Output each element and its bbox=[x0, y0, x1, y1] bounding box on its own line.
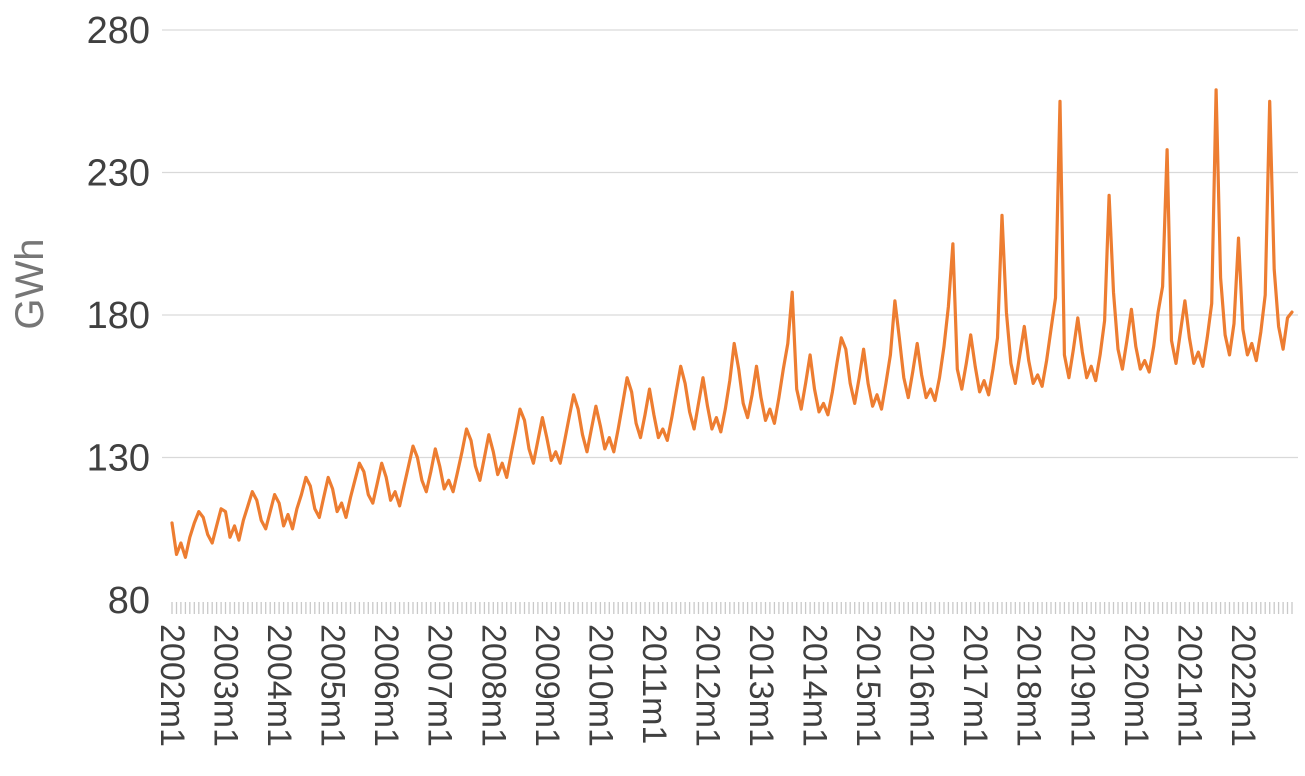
y-tick-label: 230 bbox=[87, 153, 150, 195]
x-tick-label: 2011m1 bbox=[635, 624, 673, 744]
x-tick-label: 2007m1 bbox=[421, 624, 459, 747]
x-tick-label: 2020m1 bbox=[1117, 624, 1155, 747]
x-tick-label: 2015m1 bbox=[849, 624, 887, 747]
y-tick-label: 130 bbox=[87, 438, 150, 480]
y-axis-title: GWh bbox=[8, 238, 52, 330]
x-tick-label: 2006m1 bbox=[367, 624, 405, 747]
x-tick-label: 2017m1 bbox=[956, 624, 994, 747]
x-tick-label: 2008m1 bbox=[474, 624, 512, 747]
x-tick-label: 2009m1 bbox=[528, 624, 566, 747]
y-tick-label: 80 bbox=[108, 580, 150, 622]
x-tick-label: 2005m1 bbox=[314, 624, 352, 747]
x-tick-label: 2003m1 bbox=[207, 624, 245, 747]
x-tick-label: 2012m1 bbox=[689, 624, 727, 747]
y-tick-label: 180 bbox=[87, 295, 150, 337]
y-tick-label: 280 bbox=[87, 10, 150, 52]
x-tick-label: 2004m1 bbox=[260, 624, 298, 747]
x-tick-label: 2022m1 bbox=[1224, 624, 1262, 747]
x-tick-label: 2021m1 bbox=[1170, 624, 1208, 747]
x-tick-label: 2018m1 bbox=[1010, 624, 1048, 747]
x-tick-label: 2016m1 bbox=[903, 624, 941, 747]
x-tick-label: 2013m1 bbox=[742, 624, 780, 747]
data-series-line bbox=[170, 88, 1294, 559]
x-tick-label: 2010m1 bbox=[581, 624, 619, 747]
x-tick-label: 2014m1 bbox=[796, 624, 834, 747]
x-tick-label: 2019m1 bbox=[1063, 624, 1101, 747]
x-tick-label: 2002m1 bbox=[153, 624, 191, 747]
